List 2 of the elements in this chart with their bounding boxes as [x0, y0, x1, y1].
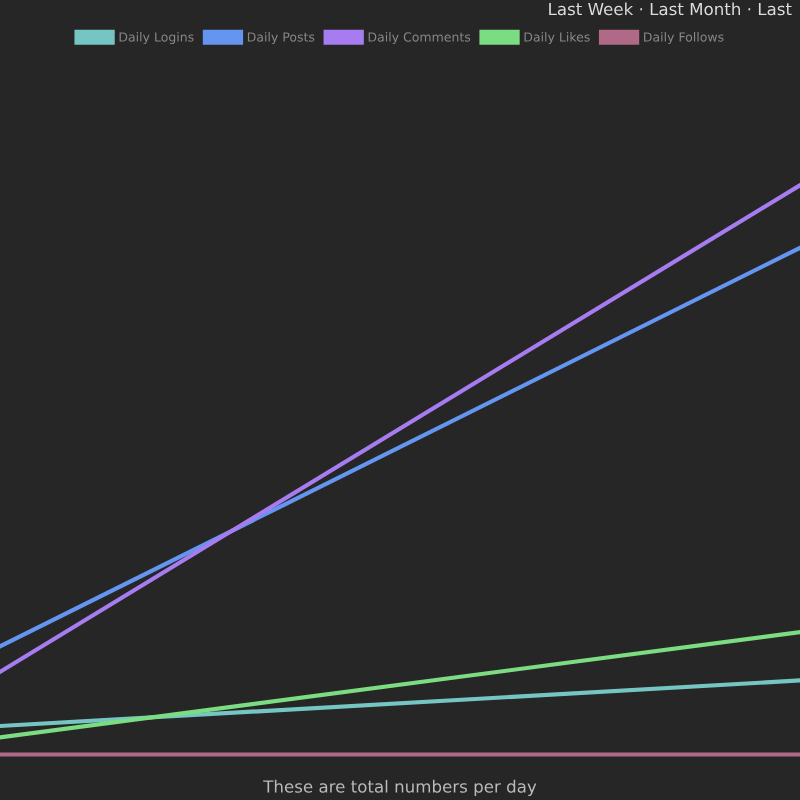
text: These are total numbers per day — [263, 779, 537, 796]
text: Last Week · Last Month · Last — [549, 2, 792, 16]
